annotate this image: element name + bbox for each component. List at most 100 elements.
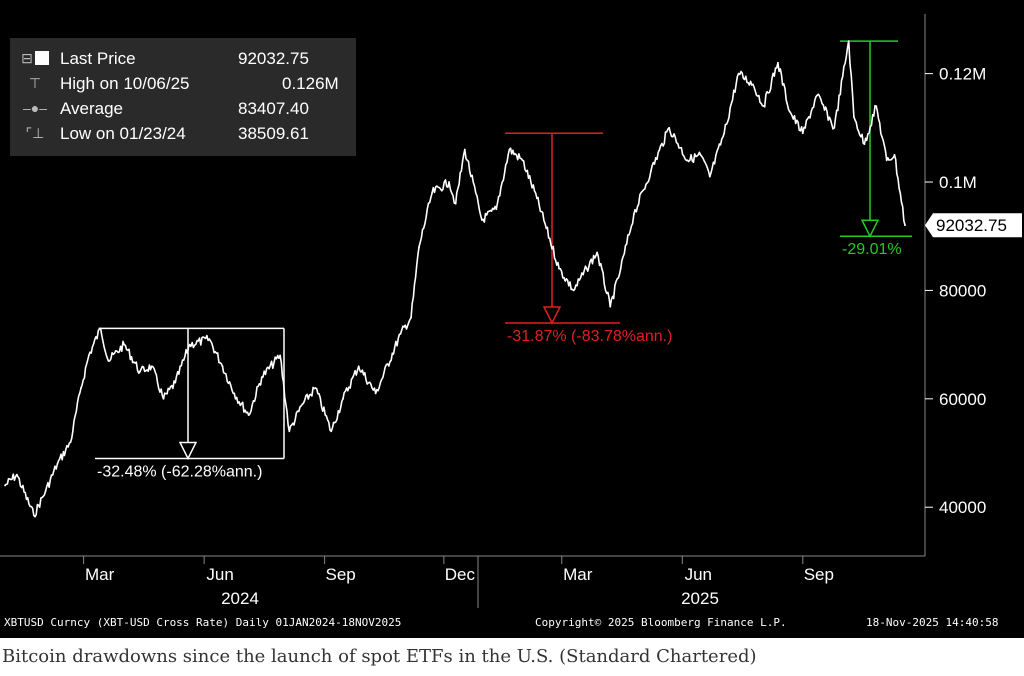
price-point [410,316,412,319]
x-tick-label: Jun [206,565,233,584]
price-point [314,387,317,389]
average-marker-icon: –●– [22,100,48,116]
drawdown-label: -32.48% (-62.28%ann.) [97,463,262,480]
price-point [650,170,652,173]
legend-item-high: ⊤ High on 10/06/25 0.126M [10,71,356,96]
price-point [904,224,906,227]
legend-value: 83407.40 [238,99,309,118]
price-point [609,305,612,308]
price-series [4,40,906,518]
x-axis-ticks: Mar Jun Sep Dec Mar Jun Sep 2024 2025 [83,556,834,608]
legend-item-last-price: ⊟ Last Price 92032.75 [10,46,356,71]
price-point [139,370,141,373]
x-tick-label: Sep [804,565,834,584]
price-point [123,343,126,346]
price-point [481,219,483,221]
price-point [863,143,866,146]
price-point [208,338,211,341]
legend-item-average: –●– Average 83407.40 [10,96,356,121]
price-point [399,332,402,335]
last-price-tag: 92032.75 [925,213,1022,238]
price-point [162,397,165,400]
price-point [752,83,754,86]
price-point [737,72,740,75]
price-point [723,132,726,135]
price-point [233,392,236,395]
price-point [833,126,836,129]
last-price-box-icon: ⊟ [18,46,52,71]
price-point [699,154,702,156]
price-point [221,365,224,368]
price-point [342,397,344,400]
price-point [4,484,6,487]
x-year-label: 2024 [221,589,259,608]
price-point [847,40,850,42]
price-point [69,441,72,444]
price-point [431,192,433,194]
price-point [330,430,333,433]
footer-copyright: Copyright© 2025 Bloomberg Finance L.P. [535,616,787,629]
x-tick-label: Jun [685,565,712,584]
price-point [536,197,538,200]
price-point [56,463,59,465]
price-point [885,159,888,162]
price-point [150,365,153,368]
price-point [801,132,804,135]
price-point [279,354,281,357]
price-point [853,116,855,118]
y-axis-ticks: 40000 60000 80000 0.1M 0.12M [925,65,986,517]
price-point [788,110,791,113]
y-tick-label: 60000 [939,390,986,409]
x-year-label: 2025 [681,589,719,608]
legend-value: 0.126M [282,74,339,93]
x-tick-label: Mar [85,565,115,584]
x-tick-label: Dec [445,565,476,584]
drawdown-annotations: -32.48% (-62.28%ann.) -31.87% (-83.78%ann… [95,40,912,480]
price-point [762,105,765,107]
price-point [107,360,110,362]
price-point [508,148,511,151]
chart-legend: ⊟ Last Price 92032.75 ⊤ High on 10/06/25… [10,38,356,156]
price-point [668,126,671,129]
drawdown-arrow-head [542,306,562,325]
price-point [260,376,263,378]
drawdown-label: -29.01% [842,241,902,258]
low-marker-icon: ⌜⊥ [25,125,45,141]
price-point [619,267,622,270]
price-point [816,94,819,97]
price-point [585,267,588,270]
price-point [87,354,90,357]
last-price-tag-shape [925,213,1022,238]
price-point [288,430,291,433]
price-point [596,251,598,254]
legend-value: 38509.61 [238,124,309,143]
price-point [454,202,457,205]
price-point [357,365,360,368]
price-point [188,343,191,346]
price-point [374,392,377,395]
high-marker-icon: ⊤ [28,75,42,91]
price-point [686,159,689,162]
figure-caption: Bitcoin drawdowns since the launch of sp… [2,646,757,667]
price-point [632,213,635,216]
price-point [708,175,711,178]
price-point [777,61,779,64]
price-point [418,246,420,249]
price-point [572,289,575,292]
price-point [463,148,466,151]
legend-label: High on 10/06/25 [60,74,190,93]
footer-ticker: XBTUSD Curncy (XBT-USD Cross Rate) Daily… [4,616,402,629]
legend-label: Low on 01/23/24 [60,124,186,143]
price-point [80,387,82,389]
legend-item-low: ⌜⊥ Low on 01/23/24 38509.61 [10,121,356,146]
price-point [558,267,560,270]
legend-label: Last Price [60,49,136,68]
drawdown-arrow-head [860,219,880,238]
legend-label: Average [60,99,124,118]
drawdown-arrow-head [178,441,198,461]
price-point [448,181,450,183]
price-point [174,381,177,384]
price-point [521,159,524,162]
price-point [893,154,896,156]
y-tick-label: 0.1M [939,173,977,192]
